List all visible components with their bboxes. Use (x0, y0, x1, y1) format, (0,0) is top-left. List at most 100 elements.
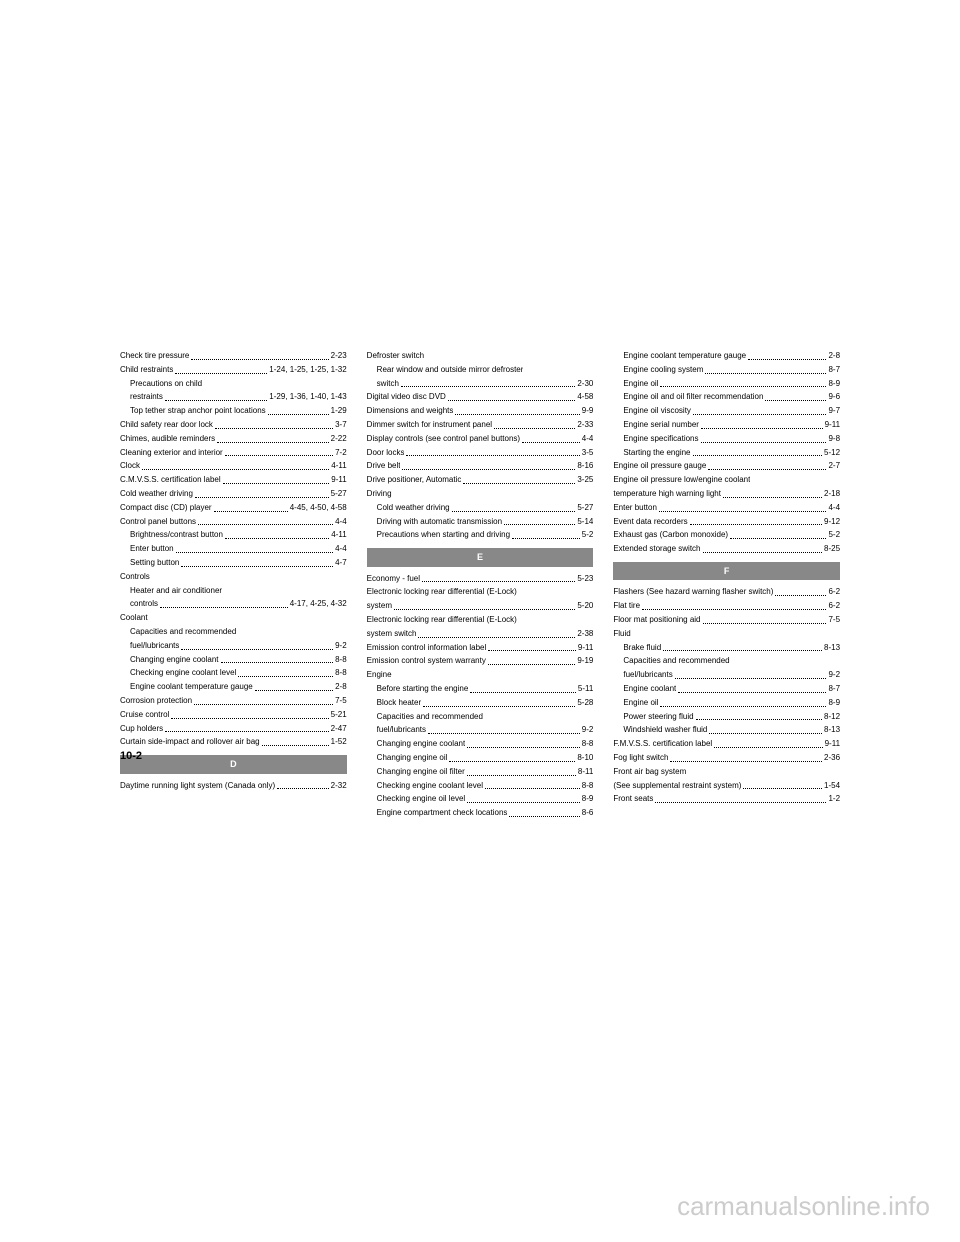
index-entry: Rear window and outside mirror defroster (367, 364, 594, 377)
entry-pages: 1-54 (824, 780, 840, 793)
entry-label: Cruise control (120, 709, 169, 722)
leader-dots (743, 780, 822, 790)
entry-pages: 8-10 (577, 752, 593, 765)
entry-label: Before starting the engine (377, 683, 469, 696)
entry-pages: 9-9 (582, 405, 594, 418)
leader-dots (659, 502, 827, 512)
entry-label: restraints (130, 391, 163, 404)
index-entry: Engine compartment check locations8-6 (367, 807, 594, 820)
leader-dots (449, 752, 575, 762)
entry-label: Heater and air conditioner (130, 585, 222, 598)
entry-label: Engine specifications (623, 433, 698, 446)
entry-pages: 4-4 (335, 543, 347, 556)
entry-label: Engine compartment check locations (377, 807, 508, 820)
index-entry: Emission control information label9-11 (367, 642, 594, 655)
section-header-f: F (613, 562, 840, 580)
entry-label: Capacities and recommended (623, 655, 729, 668)
entry-pages: 4-58 (577, 391, 593, 404)
entry-label: Changing engine oil filter (377, 766, 465, 779)
index-entry: Top tether strap anchor point locations 1… (120, 405, 347, 418)
entry-pages: 5-2 (582, 529, 594, 542)
entry-pages: 9-8 (828, 433, 840, 446)
entry-label: fuel/lubricants (623, 669, 672, 682)
leader-dots (467, 738, 580, 748)
entry-pages: 9-2 (828, 669, 840, 682)
entry-pages: 4-4 (335, 516, 347, 529)
entry-label: system (367, 600, 392, 613)
entry-pages: 9-6 (828, 391, 840, 404)
index-entry: Cleaning exterior and interior7-2 (120, 447, 347, 460)
entry-label: F.M.V.S.S. certification label (613, 738, 712, 751)
index-entry: Changing engine oil filter 8-11 (367, 766, 594, 779)
leader-dots (765, 391, 826, 401)
entry-pages: 8-16 (577, 460, 593, 473)
entry-pages: 2-8 (828, 350, 840, 363)
index-entry: F.M.V.S.S. certification label9-11 (613, 738, 840, 751)
leader-dots (470, 683, 576, 693)
entry-label: Dimensions and weights (367, 405, 454, 418)
entry-label: Display controls (see control panel butt… (367, 433, 520, 446)
leader-dots (775, 586, 826, 596)
index-entry: Controls (120, 571, 347, 584)
entry-label: Engine oil and oil filter recommendation (623, 391, 763, 404)
leader-dots (215, 419, 333, 429)
entry-pages: 5-28 (577, 697, 593, 710)
section-header-e: E (367, 548, 594, 566)
index-entry: Setting button4-7 (120, 557, 347, 570)
index-entry: Engine oil pressure gauge2-7 (613, 460, 840, 473)
index-entry: Power steering fluid8-12 (613, 711, 840, 724)
entry-pages: 8-8 (335, 667, 347, 680)
leader-dots (467, 793, 580, 803)
leader-dots (195, 488, 329, 498)
leader-dots (394, 600, 575, 610)
entry-label: controls (130, 598, 158, 611)
entry-pages: 8-11 (578, 766, 593, 779)
leader-dots (406, 447, 579, 457)
index-entry: Enter button4-4 (613, 502, 840, 515)
leader-dots (175, 364, 267, 374)
entry-label: Corrosion protection (120, 695, 192, 708)
index-entry: Windshield washer fluid8-13 (613, 724, 840, 737)
entry-pages: 4-4 (582, 433, 594, 446)
leader-dots (176, 543, 334, 553)
index-entry: Engine oil and oil filter recommendation… (613, 391, 840, 404)
entry-label: Enter button (130, 543, 174, 556)
index-entry: Engine coolant temperature gauge2-8 (613, 350, 840, 363)
entry-label: Checking engine coolant level (130, 667, 236, 680)
leader-dots (452, 502, 576, 512)
entry-label: Rear window and outside mirror defroster (377, 364, 524, 377)
entry-pages: 1-29 (331, 405, 347, 418)
entry-label: Drive belt (367, 460, 401, 473)
entry-pages: 3-7 (335, 419, 347, 432)
leader-dots (488, 655, 576, 665)
index-entry: fuel/lubricants 9-2 (613, 669, 840, 682)
entry-pages: 1-2 (828, 793, 840, 806)
entry-pages: 1-29, 1-36, 1-40, 1-43 (269, 391, 346, 404)
index-entry: Before starting the engine5-11 (367, 683, 594, 696)
leader-dots (142, 460, 329, 470)
entry-pages: 6-2 (828, 600, 840, 613)
index-entry: Engine oil8-9 (613, 378, 840, 391)
index-entry: Engine coolant temperature gauge2-8 (120, 681, 347, 694)
index-entry: fuel/lubricants9-2 (120, 640, 347, 653)
leader-dots (708, 460, 826, 470)
leader-dots (701, 419, 823, 429)
index-entry: Checking engine coolant level 8-8 (120, 667, 347, 680)
index-entry: Front seats1-2 (613, 793, 840, 806)
entry-pages: 2-23 (331, 350, 347, 363)
entry-label: Coolant (120, 612, 148, 625)
entry-label: Extended storage switch (613, 543, 700, 556)
entry-label: Top tether strap anchor point locations (130, 405, 266, 418)
leader-dots (238, 667, 333, 677)
index-entry: Changing engine coolant8-8 (120, 654, 347, 667)
leader-dots (655, 793, 826, 803)
entry-pages: 5-27 (331, 488, 347, 501)
entry-label: Engine coolant temperature gauge (130, 681, 253, 694)
index-entry: Precautions on child (120, 378, 347, 391)
entry-pages: 5-21 (331, 709, 347, 722)
leader-dots (485, 780, 580, 790)
entry-pages: 2-30 (577, 378, 593, 391)
index-entry: Child safety rear door lock3-7 (120, 419, 347, 432)
leader-dots (423, 697, 575, 707)
entry-label: Cold weather driving (377, 502, 450, 515)
